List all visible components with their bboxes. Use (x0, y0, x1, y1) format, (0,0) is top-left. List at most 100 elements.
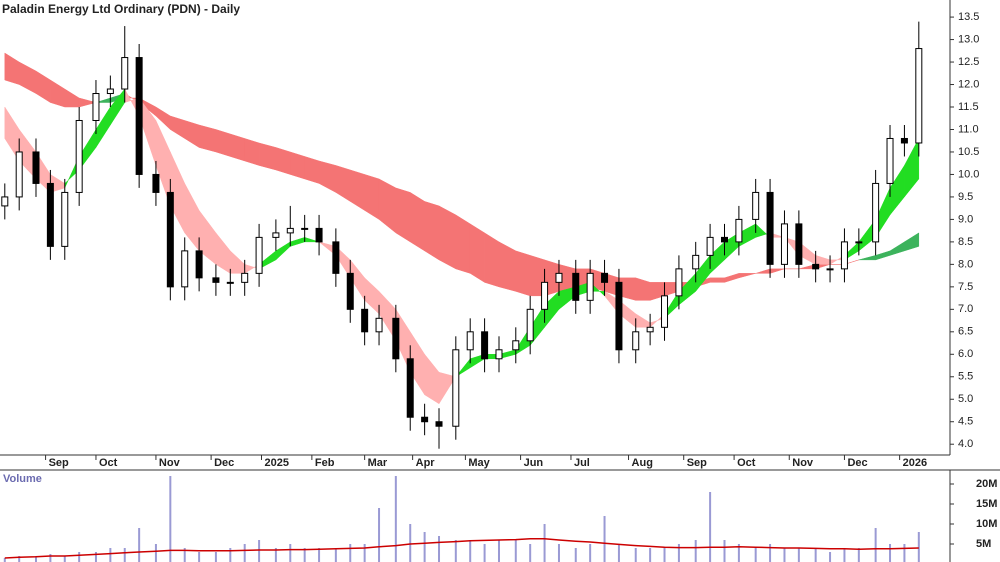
volume-bar (318, 548, 321, 562)
candle-body (661, 295, 669, 328)
candle-body (526, 308, 534, 342)
volume-ma (4, 538, 919, 559)
candle-body (15, 151, 23, 198)
x-tick-label: 2026 (903, 457, 927, 469)
candle-body (301, 227, 309, 230)
volume-bar (723, 540, 726, 562)
ribbons (4, 52, 920, 405)
volume-bar (843, 548, 846, 562)
x-tick-label: Nov (159, 457, 181, 469)
candle-body (795, 223, 803, 265)
x-tick-label: Jun (524, 457, 544, 469)
candle-body (435, 421, 443, 427)
volume-bar (289, 544, 292, 562)
candle-body (886, 137, 894, 184)
ribbon-segment (395, 187, 411, 243)
ribbon-segment (438, 371, 457, 405)
volume-bar (423, 532, 426, 562)
ribbon-segment (515, 250, 531, 297)
ribbon-segment (244, 138, 260, 166)
candle-body (735, 218, 743, 243)
ribbon-segment (215, 129, 231, 157)
volume-bar (694, 540, 697, 562)
volume-tick-label: 15M (976, 498, 997, 510)
candle-body (406, 358, 414, 418)
volume-bar (769, 544, 772, 562)
ribbon-segment (455, 214, 471, 274)
volume-tick-label: 10M (976, 518, 997, 530)
candle-body (212, 277, 220, 283)
candle-body (601, 272, 609, 283)
candle-body (421, 416, 429, 423)
volume-bar (363, 544, 366, 562)
ribbon-segment (904, 232, 920, 252)
candle-body (241, 272, 249, 283)
volume-bar (63, 556, 66, 562)
volume-bar (394, 476, 397, 562)
candle-body (615, 281, 623, 351)
y-tick-label: 12.0 (958, 78, 979, 90)
x-tick-label: Dec (214, 457, 234, 469)
candle-body (826, 268, 834, 271)
volume-bar (154, 544, 157, 562)
x-tick-label: Jul (574, 457, 590, 469)
volume-bar (709, 492, 712, 562)
y-tick-label: 4.5 (958, 416, 973, 428)
ribbon-segment (709, 277, 725, 283)
volume-bar (378, 508, 381, 562)
candle-body (286, 227, 294, 234)
volume-bar (617, 544, 620, 562)
ribbon-segment (198, 124, 217, 153)
volume-bar (138, 528, 141, 562)
volume-bar (814, 548, 817, 562)
ribbon-segment (424, 201, 440, 261)
y-tick-label: 12.5 (958, 56, 979, 68)
x-tick-label: Sep (49, 457, 69, 469)
volume-bar (857, 548, 860, 562)
volume-tick-label: 20M (976, 478, 997, 490)
volume-bar (109, 548, 112, 562)
volume-bar (274, 548, 277, 562)
candle-body (840, 241, 848, 270)
y-tick-label: 13.5 (958, 11, 979, 23)
x-tick-label: Mar (368, 457, 388, 469)
x-tick-label: Oct (737, 457, 756, 469)
candle-body (706, 236, 714, 256)
candle-body (555, 272, 563, 283)
volume-bar (529, 544, 532, 562)
volume-bar (514, 540, 517, 562)
volume-bar (183, 548, 186, 562)
y-tick-label: 13.0 (958, 33, 979, 45)
volume-bar (438, 536, 441, 562)
candle-body (586, 272, 594, 301)
y-tick-label: 11.5 (958, 101, 979, 113)
x-tick-label: Sep (687, 457, 707, 469)
volume-bar (754, 548, 757, 562)
candle-body (75, 119, 83, 193)
candle-body (121, 57, 129, 90)
candle-body (135, 57, 143, 175)
candle-body (152, 173, 160, 193)
x-tick-label: Dec (847, 457, 867, 469)
y-tick-label: 7.0 (958, 303, 973, 315)
volume-bar (557, 544, 560, 562)
candle-body (495, 349, 503, 360)
volume-tick-label: 5M (976, 538, 991, 550)
chart-title: Paladin Energy Ltd Ordinary (PDN) - Dail… (2, 2, 240, 16)
candle-body (692, 254, 700, 270)
ribbon-segment (469, 223, 485, 283)
candle-body (106, 88, 114, 95)
x-tick-label: Oct (99, 457, 118, 469)
volume-panel (3, 476, 920, 562)
ribbon-segment (290, 151, 305, 180)
candle-body (332, 241, 340, 274)
y-tick-label: 8.0 (958, 258, 973, 270)
volume-bar (349, 544, 352, 562)
candle-body (226, 281, 234, 284)
volume-bar (229, 548, 232, 562)
x-tick-label: Nov (792, 457, 814, 469)
candle-body (452, 349, 460, 427)
ribbon-segment (258, 142, 277, 171)
